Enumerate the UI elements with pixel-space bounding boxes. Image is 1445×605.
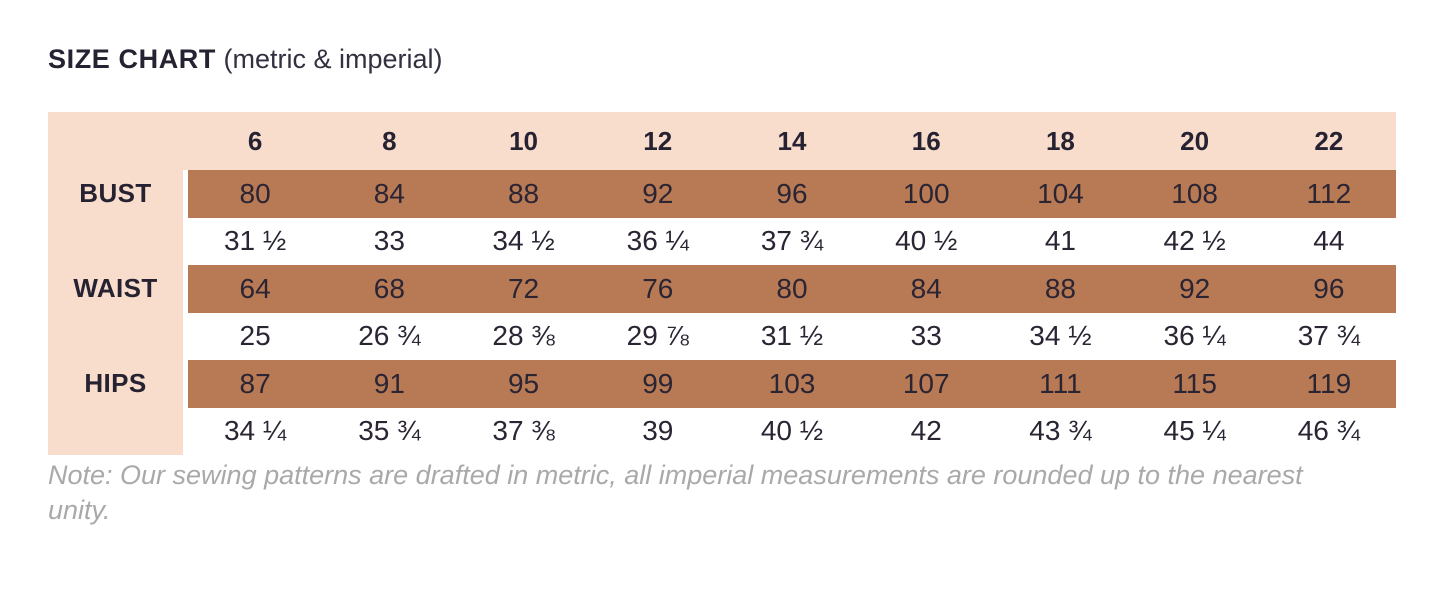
metric-strip: 87 91 95 99 103 107 111 115 119: [188, 360, 1396, 408]
metric-strip: 80 84 88 92 96 100 104 108 112: [188, 170, 1396, 218]
imperial-cell: 37 ¾: [760, 225, 824, 257]
imperial-cell: 31 ½: [223, 225, 287, 257]
imperial-row: 25 26 ¾ 28 ⅜ 29 ⅞ 31 ½ 33 34 ½ 36 ¼ 37 ¾: [48, 312, 1396, 360]
column-gap: [183, 170, 188, 218]
metric-cell: 119: [1306, 367, 1352, 399]
imperial-cell: 42: [910, 415, 942, 447]
imperial-cell: 36 ¼: [626, 225, 689, 257]
imperial-row: 31 ½ 33 34 ½ 36 ¼ 37 ¾ 40 ½ 41 42 ½ 44: [48, 217, 1396, 265]
imperial-cell: 44: [1313, 225, 1345, 257]
metric-cell: 84: [373, 177, 405, 209]
row-label-spacer: [48, 217, 183, 265]
metric-cell: 96: [776, 177, 808, 209]
metric-strip: 64 68 72 76 80 84 88 92 96: [188, 265, 1396, 313]
metric-cell: 87: [239, 367, 271, 399]
metric-cell: 92: [642, 177, 674, 209]
column-gap: [183, 265, 188, 313]
page-title: SIZE CHART (metric & imperial): [48, 44, 443, 75]
imperial-cell: 34 ½: [492, 225, 555, 257]
metric-cell: 103: [768, 367, 816, 399]
note-text: Note: Our sewing patterns are drafted in…: [48, 460, 1303, 526]
metric-cell: 115: [1172, 367, 1217, 399]
metric-row: HIPS 87 91 95 99 103 107 111 115 119: [48, 360, 1396, 408]
imperial-cell: 33: [910, 320, 942, 352]
imperial-cell: 26 ¾: [358, 320, 421, 352]
imperial-row: 34 ¼ 35 ¾ 37 ⅜ 39 40 ½ 42 43 ¾ 45 ¼ 46 ¾: [48, 407, 1396, 455]
column-gap: [183, 360, 188, 408]
imperial-cell: 36 ¼: [1163, 320, 1226, 352]
size-header-cell: 22: [1314, 125, 1344, 156]
imperial-cell: 34 ¼: [223, 415, 287, 447]
size-header-cell: 20: [1180, 125, 1210, 156]
imperial-cell: 43 ¾: [1029, 415, 1092, 447]
imperial-strip: 31 ½ 33 34 ½ 36 ¼ 37 ¾ 40 ½ 41 42 ½ 44: [188, 217, 1396, 265]
size-chart-table: 6 8 10 12 14 16 18 20 22 BUST 80 84 88 92 96 100 104 108…: [48, 112, 1396, 455]
imperial-cell: 41: [1044, 225, 1076, 257]
metric-cell: 76: [642, 272, 674, 304]
metric-cell: 107: [902, 367, 950, 399]
metric-cell: 64: [239, 272, 271, 304]
imperial-cell: 28 ⅜: [492, 320, 555, 352]
imperial-cell: 29 ⅞: [626, 320, 689, 352]
imperial-cell: 25: [239, 320, 271, 352]
metric-cell: 96: [1313, 272, 1345, 304]
metric-cell: 111: [1039, 367, 1082, 399]
row-label-spacer: [48, 407, 183, 455]
metric-cell: 108: [1171, 177, 1218, 209]
metric-cell: 92: [1179, 272, 1211, 304]
imperial-strip: 25 26 ¾ 28 ⅜ 29 ⅞ 31 ½ 33 34 ½ 36 ¼ 37 ¾: [188, 312, 1396, 360]
imperial-cell: 37 ⅜: [492, 415, 555, 447]
size-header-cell: 6: [247, 125, 263, 156]
imperial-cell: 35 ¾: [358, 415, 421, 447]
column-gap: [183, 312, 188, 360]
imperial-cell: 33: [373, 225, 405, 257]
imperial-cell: 42 ½: [1163, 225, 1226, 257]
header-spacer: [48, 112, 188, 170]
size-header-cell: 16: [911, 125, 941, 156]
size-header-cell: 10: [509, 125, 538, 156]
imperial-cell: 45 ¼: [1163, 415, 1226, 447]
metric-cell: 80: [776, 272, 808, 304]
page-title-bold: SIZE CHART: [48, 44, 216, 74]
imperial-cell: 40 ½: [895, 225, 958, 257]
metric-cell: 99: [642, 367, 674, 399]
imperial-cell: 34 ½: [1029, 320, 1092, 352]
size-header-cell: 8: [382, 125, 397, 156]
size-header-cell: 18: [1045, 125, 1075, 156]
imperial-cell: 46 ¾: [1297, 415, 1360, 447]
metric-cell: 88: [1044, 272, 1076, 304]
metric-row: BUST 80 84 88 92 96 100 104 108 112: [48, 170, 1396, 218]
page-title-subtitle: (metric & imperial): [216, 44, 443, 74]
metric-cell: 95: [507, 367, 540, 399]
imperial-cell: 31 ½: [760, 320, 824, 352]
metric-cell: 80: [239, 177, 271, 209]
header-row: 6 8 10 12 14 16 18 20 22: [48, 112, 1396, 170]
metric-cell: 72: [507, 272, 540, 304]
imperial-cell: 40 ½: [760, 415, 824, 447]
size-header-cell: 14: [777, 125, 807, 156]
metric-row: WAIST 64 68 72 76 80 84 88 92 96: [48, 265, 1396, 313]
metric-cell: 112: [1306, 177, 1352, 209]
imperial-cell: 37 ¾: [1297, 320, 1360, 352]
metric-cell: 88: [507, 177, 540, 209]
row-label: WAIST: [48, 265, 183, 313]
metric-cell: 68: [373, 272, 405, 304]
row-label: HIPS: [48, 360, 183, 408]
metric-cell: 84: [910, 272, 942, 304]
column-gap: [183, 217, 188, 265]
column-gap: [183, 407, 188, 455]
row-label: BUST: [48, 170, 183, 218]
imperial-cell: 39: [642, 415, 674, 447]
imperial-strip: 34 ¼ 35 ¾ 37 ⅜ 39 40 ½ 42 43 ¾ 45 ¼ 46 ¾: [188, 407, 1396, 455]
size-header-cell: 12: [643, 125, 673, 156]
table-body: BUST 80 84 88 92 96 100 104 108 112 31 ½ 33 34 ½ 36 ¼…: [48, 170, 1396, 455]
metric-cell: 100: [902, 177, 950, 209]
metric-cell: 104: [1037, 177, 1084, 209]
row-label-spacer: [48, 312, 183, 360]
metric-cell: 91: [373, 367, 405, 399]
